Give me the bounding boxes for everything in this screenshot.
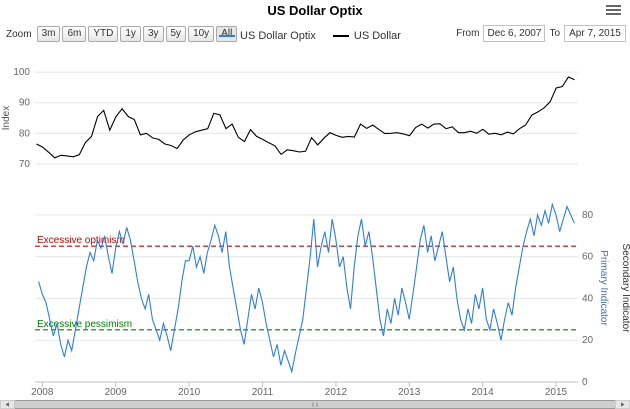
legend-line-sample bbox=[332, 35, 349, 37]
x-axis: 2008 2009 2010 2011 2012 2013 2014 2015 bbox=[31, 381, 578, 398]
hamburger-menu-icon[interactable] bbox=[606, 5, 621, 17]
chart-panel: 70 80 90 100 bbox=[13, 67, 578, 170]
page-title: US Dollar Optix bbox=[267, 3, 363, 18]
zoom-button-5y[interactable]: 5y bbox=[165, 26, 187, 42]
legend-label: US Dollar bbox=[353, 30, 401, 42]
y-tick-label: 100 bbox=[13, 67, 30, 78]
zoom-button-all[interactable]: All bbox=[216, 26, 238, 42]
x-tick-label: 2013 bbox=[398, 387, 421, 398]
us-dollar-series bbox=[36, 76, 575, 159]
scrollbar bbox=[0, 400, 630, 409]
left-arrow-icon bbox=[5, 402, 9, 407]
hamburger-bar bbox=[606, 9, 621, 11]
hamburger-bar bbox=[606, 5, 621, 7]
zoom-label: Zoom bbox=[6, 28, 32, 40]
legend-line-sample bbox=[219, 35, 236, 37]
date-range-inputs: From To bbox=[452, 25, 626, 42]
y-tick-label: 60 bbox=[582, 252, 594, 263]
zoom-button-group: Zoom 3m 6m YTD 1y 3y 5y 10y All bbox=[6, 26, 238, 42]
from-date-input[interactable] bbox=[483, 25, 546, 42]
y-tick-label: 80 bbox=[19, 128, 31, 139]
legend-item-us-dollar[interactable]: US Dollar bbox=[332, 30, 401, 42]
hamburger-bar bbox=[606, 13, 621, 15]
right-arrow-icon bbox=[621, 402, 625, 407]
x-tick-label: 2008 bbox=[31, 387, 54, 398]
zoom-button-6m[interactable]: 6m bbox=[62, 26, 87, 42]
chart-canvas: 70 80 90 100 0 20 40 60 80 Excessive optimism Exce… bbox=[0, 67, 630, 409]
secondary-indicator-axis-title: Secondary Indicator bbox=[620, 244, 630, 334]
zoom-button-1y[interactable]: 1y bbox=[120, 26, 141, 42]
threshold-label: Excessive optimism bbox=[37, 235, 125, 246]
to-label: To bbox=[549, 28, 560, 39]
index-axis-title: Index bbox=[1, 106, 12, 130]
x-tick-label: 2012 bbox=[325, 387, 348, 398]
chart-panel: 0 20 40 60 80 Excessive optimism Excessive pes… bbox=[35, 202, 594, 388]
threshold-label: Excessive pessimism bbox=[37, 319, 132, 330]
y-tick-label: 20 bbox=[582, 335, 594, 346]
legend-item-us-dollar-optix[interactable]: US Dollar Optix bbox=[219, 30, 316, 42]
x-tick-label: 2010 bbox=[178, 387, 201, 398]
legend: US Dollar Optix US Dollar bbox=[180, 28, 440, 42]
legend-label: US Dollar Optix bbox=[240, 30, 316, 42]
scrollbar-thumb[interactable] bbox=[14, 400, 616, 409]
zoom-button-ytd[interactable]: YTD bbox=[88, 26, 119, 42]
y-tick-label: 0 bbox=[582, 377, 588, 388]
primary-indicator-axis-title: Primary Indicator bbox=[598, 250, 609, 326]
x-tick-label: 2014 bbox=[471, 387, 494, 398]
x-tick-label: 2015 bbox=[545, 387, 568, 398]
zoom-button-3m[interactable]: 3m bbox=[36, 26, 61, 42]
from-label: From bbox=[456, 28, 480, 39]
y-tick-label: 90 bbox=[19, 98, 31, 109]
us-dollar-optix-series bbox=[38, 202, 575, 374]
range-selector-row: Zoom 3m 6m YTD 1y 3y 5y 10y All US Dolla… bbox=[0, 25, 630, 45]
zoom-button-3y[interactable]: 3y bbox=[142, 26, 164, 42]
y-tick-label: 80 bbox=[582, 210, 594, 221]
x-tick-label: 2009 bbox=[105, 387, 128, 398]
zoom-button-10y[interactable]: 10y bbox=[188, 26, 215, 42]
x-tick-label: 2011 bbox=[252, 387, 274, 398]
y-tick-label: 40 bbox=[582, 293, 594, 304]
to-date-input[interactable] bbox=[564, 25, 626, 42]
y-tick-label: 70 bbox=[19, 159, 31, 170]
